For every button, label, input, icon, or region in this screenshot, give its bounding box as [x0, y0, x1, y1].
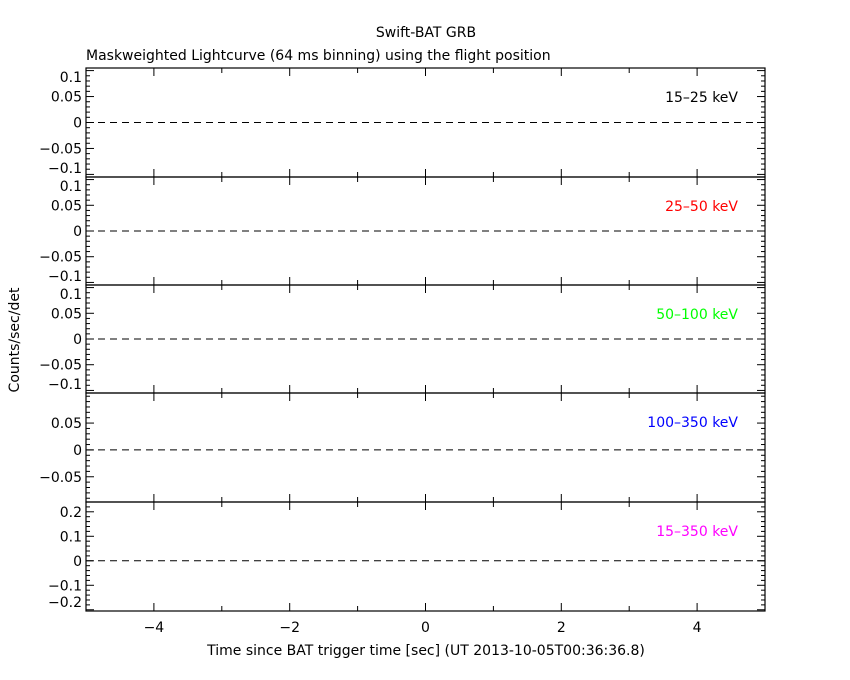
y-tick-label: −0.1 [48, 377, 82, 393]
x-tick-label: 0 [421, 620, 430, 636]
y-tick-label: 0 [73, 116, 82, 132]
chart-title: Swift-BAT GRB [376, 25, 476, 41]
energy-band-label: 15–350 keV [656, 524, 738, 540]
y-tick-label: −0.05 [39, 250, 82, 266]
x-axis-label: Time since BAT trigger time [sec] (UT 20… [206, 643, 645, 659]
y-tick-label: −0.1 [48, 161, 82, 177]
y-tick-label: −0.1 [48, 578, 82, 594]
x-tick-label: 2 [557, 620, 566, 636]
y-tick-label: 0.1 [60, 70, 82, 86]
chart-subtitle: Maskweighted Lightcurve (64 ms binning) … [86, 48, 551, 64]
y-tick-label: 0 [73, 443, 82, 459]
y-tick-label: 0.05 [51, 416, 82, 432]
y-tick-label: −0.05 [39, 470, 82, 486]
y-tick-label: 0.05 [51, 306, 82, 322]
y-axis-label: Counts/sec/det [7, 287, 23, 392]
y-tick-label: −0.1 [48, 269, 82, 285]
x-tick-label: 4 [693, 620, 702, 636]
y-tick-label: 0.05 [51, 198, 82, 214]
y-tick-label: 0 [73, 332, 82, 348]
y-tick-label: 0 [73, 554, 82, 570]
y-tick-label: 0.1 [60, 287, 82, 303]
energy-band-label: 15–25 keV [665, 90, 738, 106]
x-tick-label: −4 [144, 620, 165, 636]
y-tick-label: 0 [73, 224, 82, 240]
y-tick-label: 0.1 [60, 179, 82, 195]
y-tick-label: 0.1 [60, 529, 82, 545]
panel-frame [85, 501, 766, 612]
energy-band-label: 25–50 keV [665, 199, 738, 215]
y-tick-label: −0.05 [39, 358, 82, 374]
y-tick-label: 0.2 [60, 505, 82, 521]
energy-band-label: 50–100 keV [656, 307, 738, 323]
y-tick-label: −0.2 [48, 595, 82, 611]
x-tick-label: −2 [279, 620, 300, 636]
panel-frame [85, 392, 766, 503]
y-tick-label: 0.05 [51, 90, 82, 106]
y-tick-label: −0.05 [39, 141, 82, 157]
energy-band-label: 100–350 keV [647, 415, 738, 431]
